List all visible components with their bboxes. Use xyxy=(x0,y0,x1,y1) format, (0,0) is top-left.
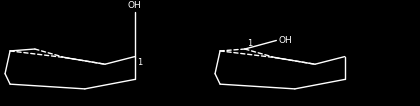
Text: 1: 1 xyxy=(247,39,252,48)
Text: 1: 1 xyxy=(137,58,142,67)
Text: OH: OH xyxy=(278,36,292,45)
Text: OH: OH xyxy=(128,1,142,10)
